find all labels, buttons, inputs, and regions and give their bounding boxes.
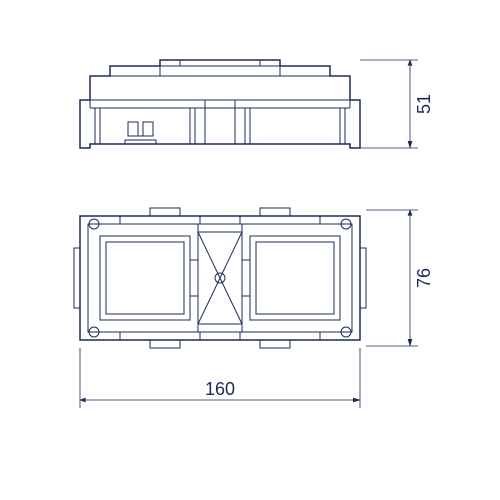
dim-51-label: 51 bbox=[414, 94, 434, 114]
technical-drawing: 51 bbox=[0, 0, 500, 500]
dim-160-label: 160 bbox=[205, 379, 235, 399]
dim-76-label: 76 bbox=[414, 268, 434, 288]
dimension-160: 160 bbox=[80, 348, 360, 408]
dimension-51: 51 bbox=[360, 60, 434, 148]
plan-view bbox=[74, 208, 366, 348]
dimension-76: 76 bbox=[366, 210, 434, 346]
side-elevation bbox=[80, 60, 360, 148]
